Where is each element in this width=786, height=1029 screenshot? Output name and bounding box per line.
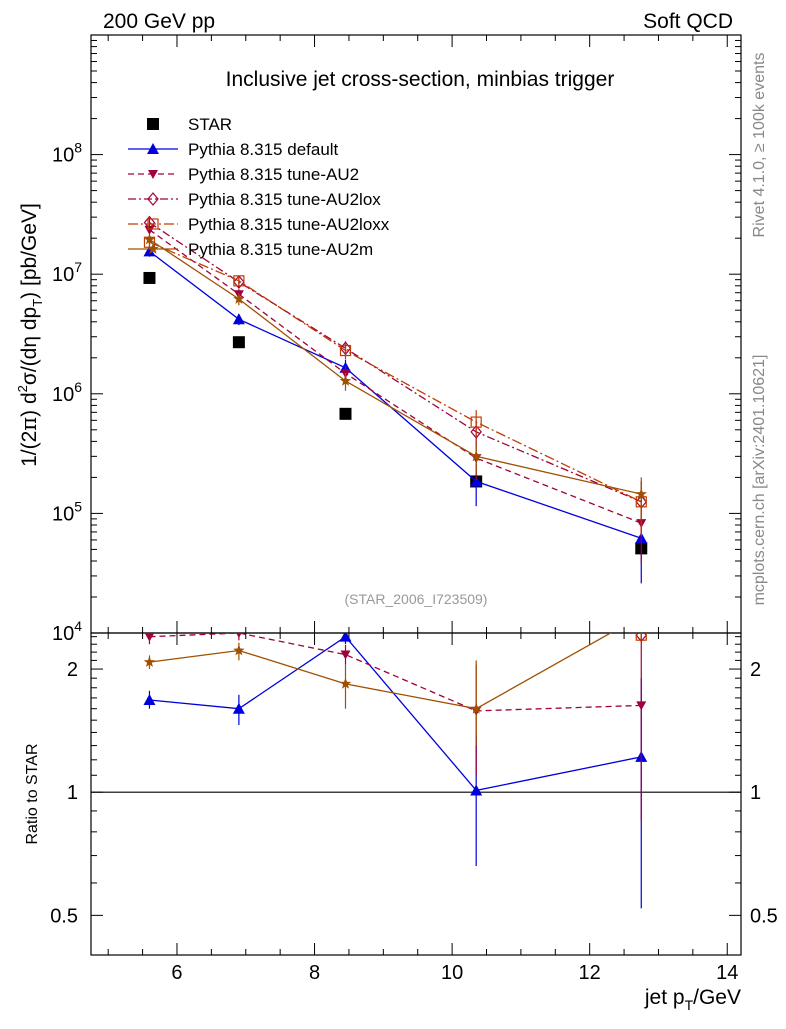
ratio-point-default [470, 784, 483, 796]
series-AU2m [143, 233, 647, 519]
legend-label-default: Pythia 8.315 default [188, 140, 339, 159]
legend-marker-AU2 [148, 170, 158, 179]
ratio-point-AU2m [636, 610, 647, 621]
ratio-axis-ticks: 0.5 0.51 12 26 8 10 12 14 [50, 633, 778, 984]
series-line-default [149, 250, 642, 539]
ratio-point-AU2lox [635, 633, 648, 643]
mcplots-label: mcplots.cern.ch [arXiv:2401.10621] [751, 355, 768, 606]
ratio-point-AU2 [340, 650, 351, 660]
y-tick-label: 104 [52, 618, 82, 645]
legend-marker-AU2loxx [147, 218, 159, 230]
ratio-point-AU2m [233, 644, 245, 656]
legend-marker-default [147, 143, 159, 154]
ratio-y-tick-label-right: 0.5 [750, 905, 778, 927]
legend-label-AU2: Pythia 8.315 tune-AU2 [188, 165, 359, 184]
series-line-AU2loxx [149, 241, 642, 503]
point-AU2m [470, 450, 482, 462]
ratio-y-axis-label: Ratio to STAR [24, 743, 41, 844]
x-tick-label: 12 [579, 962, 601, 984]
ratio-point-AU2 [236, 633, 242, 638]
main-panel: 104 105 106 107 108 Inclusive jet cross-sect… [52, 34, 742, 645]
ratio-point-default [339, 633, 352, 642]
legend-label-STAR: STAR [188, 115, 232, 134]
ratio-y-tick-label-left: 2 [67, 659, 78, 681]
point-AU2loxx [470, 416, 482, 428]
y-tick-label: 106 [52, 379, 82, 406]
main-title: Inclusive jet cross-section, minbias tri… [226, 68, 615, 91]
series-AU2lox [143, 215, 648, 536]
header-left: 200 GeV pp [103, 10, 215, 33]
y-tick-label: 105 [52, 498, 82, 525]
ratio-point-AU2 [636, 701, 647, 711]
point-STAR [339, 407, 352, 420]
point-STAR [232, 336, 245, 349]
ratio-y-tick-label-left: 1 [67, 782, 78, 804]
main-series-group [143, 215, 648, 584]
ratio-y-tick-label-right: 2 [750, 659, 761, 681]
ratio-point-AU2m [143, 656, 156, 667]
rivet-label: Rivet 4.1.0, ≥ 100k events [751, 53, 768, 238]
main-y-axis-label: 1/(2π) d2σ/(dη dpT) [pb/GeV] [15, 203, 45, 467]
ratio-clipped-group [143, 610, 648, 909]
series-line-AU2lox [149, 222, 642, 503]
x-tick-label: 8 [309, 962, 320, 984]
point-AU2lox [470, 424, 482, 439]
series-AU2 [144, 225, 647, 564]
x-tick-label: 14 [716, 962, 738, 984]
legend-label-AU2lox: Pythia 8.315 tune-AU2lox [188, 190, 381, 209]
legend: STAR Pythia 8.315 default Pythia 8.315 tun… [128, 115, 390, 259]
series-line-AU2m [149, 238, 642, 495]
point-STAR [143, 271, 156, 284]
ratio-line-AU2 [149, 633, 642, 712]
point-default [470, 475, 483, 487]
ratio-series-AU2m [143, 610, 647, 746]
ratio-series-group [143, 610, 648, 909]
watermark: (STAR_2006_I723509) [345, 591, 488, 607]
point-AU2m [635, 488, 647, 499]
ratio-point-default [232, 702, 245, 714]
series-default [143, 245, 648, 584]
point-AU2m [339, 375, 352, 386]
x-axis-label: jet pT/GeV [644, 986, 741, 1013]
point-default [232, 313, 245, 325]
x-tick-label: 6 [171, 962, 182, 984]
ratio-y-tick-label-right: 1 [750, 782, 761, 804]
ratio-line-default [149, 635, 642, 792]
x-axis-label-text: jet pT/GeV [644, 986, 741, 1013]
ratio-y-tick-label-left: 0.5 [50, 905, 78, 927]
legend-marker-STAR [147, 118, 159, 130]
ratio-point-AU2loxx [635, 633, 647, 641]
header-right: Soft QCD [643, 10, 733, 33]
ratio-series-default [143, 633, 648, 909]
legend-label-AU2loxx: Pythia 8.315 tune-AU2loxx [188, 215, 390, 234]
main-axis-ticks: 104 105 106 107 108 [52, 35, 741, 645]
ratio-plot-frame [90, 632, 742, 956]
point-default [143, 245, 156, 257]
point-AU2m [143, 233, 156, 245]
ratio-point-AU2 [144, 633, 155, 642]
main-ylabel-text: 1/(2π) d2σ/(dη dpT) [pb/GeV] [15, 203, 45, 467]
y-tick-label: 107 [52, 259, 82, 286]
point-AU2loxx [339, 344, 352, 357]
ratio-point-default [143, 694, 156, 706]
series-STAR [143, 271, 648, 555]
ratio-panel: 0.5 0.51 12 26 8 10 12 14 [50, 610, 778, 984]
ratio-point-AU2m [470, 702, 482, 714]
x-tick-label: 10 [441, 962, 463, 984]
point-AU2loxx [233, 275, 245, 287]
legend-marker-AU2lox [147, 192, 159, 206]
legend-marker-AU2m [147, 243, 159, 254]
point-AU2m [233, 293, 245, 304]
y-tick-label: 108 [52, 140, 82, 167]
series-AU2loxx [143, 236, 647, 536]
ratio-point-AU2m [339, 677, 352, 689]
legend-label-AU2m: Pythia 8.315 tune-AU2m [188, 240, 373, 259]
point-AU2 [144, 225, 155, 235]
